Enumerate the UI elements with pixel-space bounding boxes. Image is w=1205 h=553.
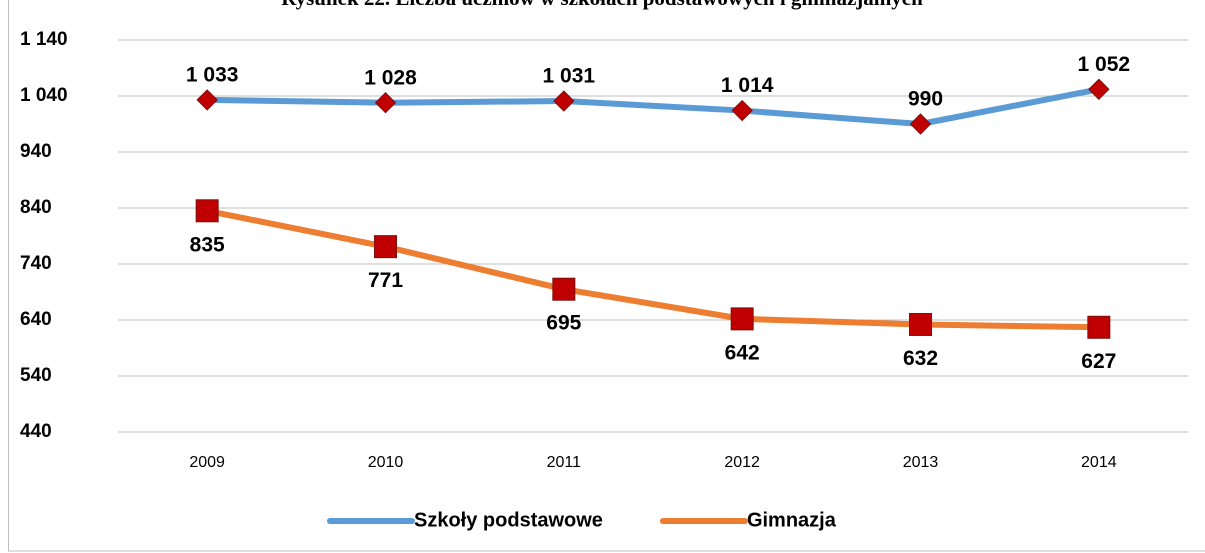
data-label: 632	[903, 347, 938, 370]
x-tick-label: 2009	[189, 454, 225, 471]
y-tick-label: 1 040	[20, 85, 68, 106]
y-tick-label: 940	[20, 141, 52, 162]
marker	[730, 307, 754, 331]
y-tick-label: 640	[20, 309, 52, 330]
y-tick-label: 540	[20, 365, 52, 386]
marker	[1087, 315, 1111, 339]
x-tick-label: 2014	[1081, 454, 1117, 471]
marker	[731, 99, 753, 122]
legend-label: Szkoły podstawowe	[414, 509, 603, 531]
y-tick-label: 740	[20, 253, 52, 274]
marker	[374, 92, 397, 114]
data-label: 1 031	[543, 65, 596, 88]
y-tick-label: 440	[20, 421, 52, 442]
data-label: 642	[725, 341, 760, 364]
marker	[909, 312, 932, 336]
data-label: 1 028	[364, 66, 417, 89]
series-line	[207, 86, 1100, 127]
x-tick-label: 2013	[903, 454, 939, 471]
data-label: 990	[908, 88, 943, 111]
data-label: 1 033	[186, 63, 239, 86]
data-label: 627	[1081, 350, 1116, 373]
legend-label: Gimnazja	[747, 509, 837, 531]
x-tick-label: 2011	[547, 454, 582, 471]
data-label: 771	[368, 269, 403, 292]
data-label: 835	[190, 233, 225, 256]
series-line	[206, 207, 1099, 331]
marker	[1088, 78, 1110, 100]
marker	[552, 277, 576, 301]
chart-frame	[8, 0, 1205, 552]
x-tick-label: 2012	[724, 454, 760, 471]
data-label: 1 052	[1078, 53, 1131, 76]
y-tick-label: 1 140	[20, 29, 68, 50]
data-label: 1 014	[721, 74, 774, 97]
marker	[374, 235, 397, 259]
marker	[553, 90, 575, 112]
chart-title: Rysunek 22. Liczba uczniów w szkołach po…	[281, 0, 923, 10]
x-tick-label: 2010	[368, 454, 404, 471]
marker	[195, 199, 219, 223]
y-tick-label: 840	[20, 197, 52, 218]
data-label: 695	[546, 312, 581, 335]
marker	[909, 113, 932, 135]
marker	[196, 89, 218, 111]
